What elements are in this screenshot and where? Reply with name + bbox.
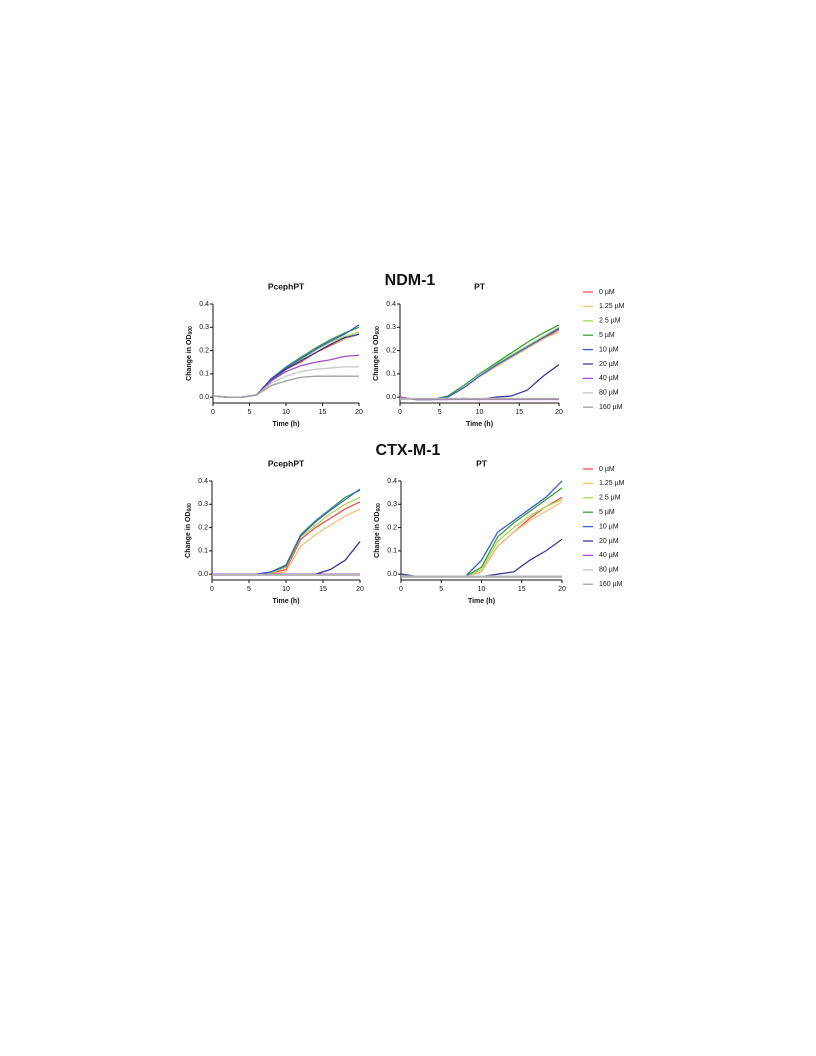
y-tick-label: 0.0 [386,394,396,401]
y-axis-label-text: Change in OD [373,335,380,381]
legend-label: 160 µM [599,404,623,411]
series-line [212,496,361,575]
legend-label: 80 µM [599,390,619,397]
x-axis-label: Time (h) [272,421,299,428]
legend-label: 2.5 µM [599,318,621,325]
legend-label: 80 µM [599,567,619,574]
series-line [399,329,560,401]
series-line [212,489,361,575]
chart-title: PT [476,458,488,468]
y-tick-label: 0.0 [387,571,397,578]
y-tick-label: 0.1 [386,371,396,378]
legend-label: 40 µM [599,375,619,382]
legend-label: 40 µM [599,552,619,559]
y-tick-label: 0.4 [386,301,396,308]
legend-label: 10 µM [599,346,619,353]
y-axis-label-text: Change in OD [374,512,381,558]
x-tick-label: 20 [558,586,566,593]
series-line [212,375,359,398]
x-tick-label: 10 [478,586,486,593]
x-tick-label: 5 [439,586,443,593]
legend-label: 160 µM [599,581,623,588]
series-line [212,333,360,398]
x-tick-label: 10 [282,409,290,416]
series-line [399,324,560,401]
x-axis-label: Time (h) [272,598,299,605]
series-line [399,364,560,401]
series-line [212,333,360,398]
heading: CTX-M-1 [376,442,441,459]
chart-title: PT [474,281,486,291]
y-tick-label: 0.0 [199,394,209,401]
y-axis-label-text: Change in OD [185,512,192,558]
y-tick-label: 0.2 [386,347,396,354]
series-line [399,327,560,401]
legend-label: 2.5 µM [599,495,621,502]
y-axis-label-text: Change in OD [186,335,193,381]
heading: NDM-1 [385,272,436,289]
series-line [400,496,563,578]
x-tick-label: 0 [210,586,214,593]
y-axis-label: Change in OD600 [185,503,193,558]
legend-label: 1.25 µM [599,480,625,487]
x-tick-label: 10 [476,409,484,416]
series-line [212,488,361,575]
y-tick-label: 0.3 [199,324,209,331]
y-axis-label-subscript: 600 [376,503,382,512]
y-tick-label: 0.1 [387,548,397,555]
chart-title: PcephPT [268,458,305,468]
y-tick-label: 0.3 [386,324,396,331]
y-axis-label: Change in OD600 [373,326,381,381]
y-tick-label: 0.2 [198,524,208,531]
x-tick-label: 0 [398,409,402,416]
series-line [400,499,563,578]
y-axis-label-subscript: 600 [375,326,381,335]
x-tick-label: 20 [555,409,563,416]
legend-label: 5 µM [599,509,615,516]
y-tick-label: 0.4 [199,301,209,308]
y-tick-label: 0.2 [387,524,397,531]
y-tick-label: 0.4 [387,478,397,485]
x-tick-label: 0 [399,586,403,593]
legend-label: 20 µM [599,538,619,545]
y-tick-label: 0.3 [198,501,208,508]
x-tick-label: 15 [518,586,526,593]
x-tick-label: 10 [282,586,290,593]
x-tick-label: 15 [319,586,327,593]
chart-title: PcephPT [268,281,305,291]
y-axis-label-subscript: 600 [188,326,194,335]
y-tick-label: 0.1 [199,371,209,378]
series-line [212,333,360,398]
legend-label: 20 µM [599,361,619,368]
y-tick-label: 0.0 [198,571,208,578]
x-tick-label: 15 [515,409,523,416]
x-tick-label: 5 [438,409,442,416]
x-tick-label: 5 [248,409,252,416]
x-tick-label: 20 [355,409,363,416]
y-tick-label: 0.3 [387,501,397,508]
legend-label: 0 µM [599,289,615,296]
x-tick-label: 0 [211,409,215,416]
x-tick-label: 5 [247,586,251,593]
legend-label: 0 µM [599,466,615,473]
series-line [400,487,563,578]
y-tick-label: 0.1 [198,548,208,555]
x-tick-label: 20 [356,586,364,593]
legend-label: 10 µM [599,523,619,530]
x-axis-label: Time (h) [466,421,493,428]
series-line [212,324,360,398]
series-line [400,480,563,578]
legend-label: 1.25 µM [599,303,625,310]
legend-label: 5 µM [599,332,615,339]
y-axis-label: Change in OD600 [186,326,194,381]
y-axis-label: Change in OD600 [374,503,382,558]
x-tick-label: 15 [319,409,327,416]
y-tick-label: 0.2 [199,347,209,354]
series-line [212,501,361,575]
y-tick-label: 0.4 [198,478,208,485]
y-axis-label-subscript: 600 [187,503,193,512]
x-axis-label: Time (h) [468,598,495,605]
